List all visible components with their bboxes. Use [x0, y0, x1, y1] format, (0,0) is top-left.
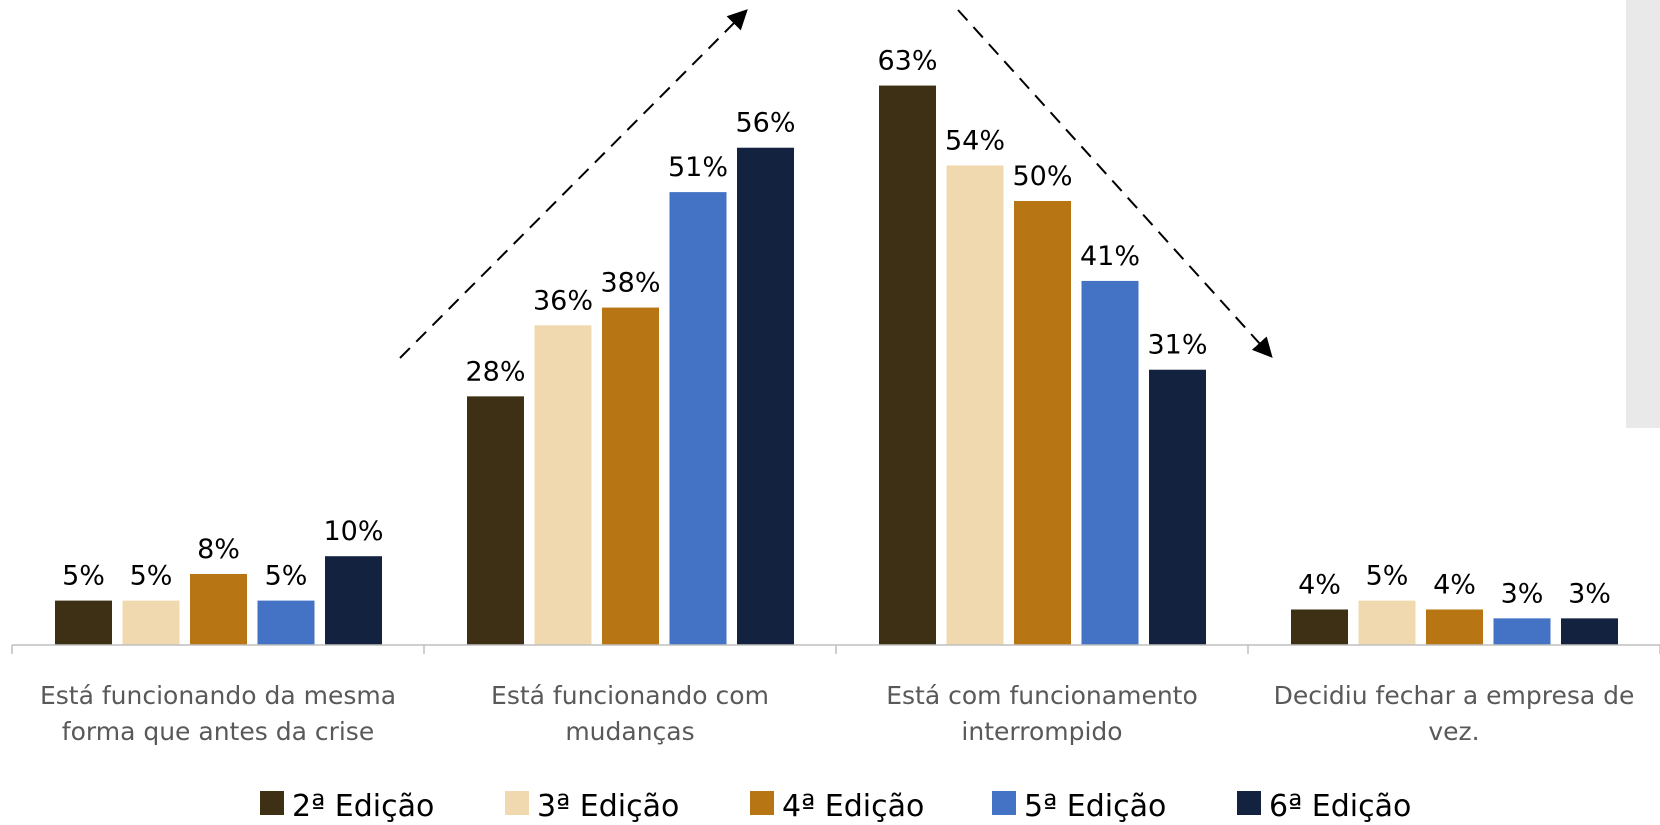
data-label: 5%	[1366, 561, 1409, 592]
bar-4-series-3	[1426, 609, 1483, 645]
data-label: 50%	[1012, 161, 1072, 192]
legend-label-5: 6ª Edição	[1269, 789, 1411, 824]
data-label: 28%	[465, 356, 525, 387]
bar-1-series-5	[325, 556, 382, 645]
bar-2-series-4	[669, 192, 727, 645]
data-label: 54%	[945, 125, 1005, 156]
category-labels-group: Está funcionando da mesma forma que antes…	[40, 681, 1634, 746]
legend-swatch-4	[992, 791, 1016, 815]
bar-1-series-2	[122, 600, 180, 645]
bar-2-series-3	[602, 307, 659, 645]
data-label: 3%	[1568, 578, 1611, 609]
bar-1-series-1	[55, 600, 112, 645]
data-label: 5%	[265, 561, 308, 592]
legend-label-2: 3ª Edição	[537, 789, 679, 824]
bar-1-series-3	[190, 573, 247, 645]
data-label: 36%	[533, 285, 593, 316]
data-label: 5%	[62, 561, 105, 592]
data-label: 63%	[877, 46, 937, 77]
bars-group	[55, 85, 1618, 646]
legend: 2ª Edição 3ª Edição 4ª Edição 5ª Edição 6ª E…	[260, 789, 1411, 824]
data-label: 10%	[323, 516, 383, 547]
bar-4-series-2	[1358, 600, 1416, 645]
data-label: 51%	[668, 152, 728, 183]
dashed-arrow-up	[399, 9, 748, 359]
bar-3-series-1	[879, 85, 936, 645]
category-label-4: Decidiu fechar a empresa de vez.	[1274, 681, 1635, 746]
data-label: 31%	[1147, 330, 1207, 361]
legend-swatch-3	[750, 791, 774, 815]
legend-swatch-5	[1237, 791, 1261, 815]
legend-label-3: 4ª Edição	[782, 789, 924, 824]
dashed-arrow-down	[957, 9, 1273, 358]
data-label: 4%	[1298, 569, 1341, 600]
bar-2-series-5	[737, 147, 794, 645]
category-label-3: Está com funcionamento interrompido	[886, 681, 1198, 746]
side-panel	[1626, 0, 1660, 428]
category-label-2: Está funcionando com mudanças	[491, 681, 769, 746]
bar-1-series-4	[257, 600, 315, 645]
bar-3-series-5	[1149, 369, 1206, 645]
data-label: 38%	[600, 268, 660, 299]
bar-4-series-5	[1561, 618, 1618, 645]
data-label: 4%	[1433, 569, 1476, 600]
data-label: 5%	[130, 561, 173, 592]
bar-3-series-3	[1014, 201, 1071, 645]
data-label: 8%	[197, 534, 240, 565]
bar-4-series-4	[1493, 618, 1551, 645]
value-labels-group: 5% 5% 8% 5% 10% 28% 36%38% 51%56% 63% 54%50% 41% 31…	[62, 46, 1611, 610]
data-label: 41%	[1080, 241, 1140, 272]
x-axis	[11, 644, 1660, 654]
bar-3-series-4	[1081, 280, 1139, 645]
data-label: 56%	[735, 108, 795, 139]
legend-swatch-2	[505, 791, 529, 815]
category-label-1: Está funcionando da mesma forma que antes…	[40, 681, 396, 746]
legend-label-4: 5ª Edição	[1024, 789, 1166, 824]
bar-4-series-1	[1291, 609, 1348, 645]
legend-swatch-1	[260, 791, 284, 815]
bar-2-series-1	[467, 396, 524, 645]
data-label: 3%	[1501, 578, 1544, 609]
legend-label-1: 2ª Edição	[292, 789, 434, 824]
bar-2-series-2	[534, 325, 592, 645]
bar-3-series-2	[946, 165, 1004, 646]
